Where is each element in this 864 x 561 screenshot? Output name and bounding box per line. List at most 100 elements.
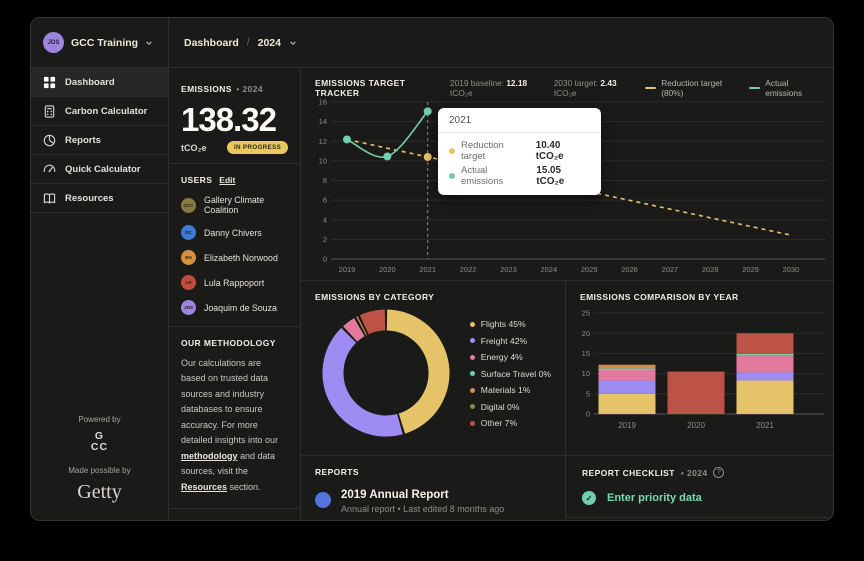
users-edit-link[interactable]: Edit — [219, 175, 236, 185]
comparison-chart-title: EMISSIONS COMPARISON BY YEAR — [580, 292, 739, 302]
svg-text:25: 25 — [582, 309, 590, 318]
emissions-target-tracker-panel: EMISSIONS TARGET TRACKER 2019 baseline: … — [301, 68, 833, 281]
getty-logo: Getty — [77, 481, 122, 503]
user-row[interactable]: GCC Gallery Climate Coalition — [181, 195, 288, 215]
sidebar-label: Quick Calculator — [65, 163, 141, 175]
emissions-summary-panel: EMISSIONS • 2024 138.32 tCO₂e IN PROGRES… — [169, 68, 300, 164]
svg-text:2028: 2028 — [702, 265, 719, 274]
user-name: Danny Chivers — [204, 227, 262, 238]
made-possible-label: Made possible by — [68, 466, 131, 475]
gauge-icon — [43, 164, 56, 172]
tooltip-title: 2021 — [438, 108, 601, 133]
svg-text:16: 16 — [319, 98, 327, 107]
baseline-stat: 2019 baseline: 12.18 tCO₂e — [450, 78, 528, 98]
user-row[interactable]: EN Elizabeth Norwood — [181, 250, 288, 265]
svg-text:2027: 2027 — [662, 265, 679, 274]
tooltip-row: Actual emissions 15.05 tCO₂e — [449, 165, 590, 187]
legend-reduction-target: Reduction target (80%) — [645, 78, 735, 98]
user-row[interactable]: JDS Joaquim de Souza — [181, 300, 288, 315]
sidebar-item-quick-calculator[interactable]: Quick Calculator — [31, 155, 168, 184]
user-name: Lula Rappoport — [204, 277, 265, 288]
methodology-text-1: Our calculations are based on trusted da… — [181, 358, 279, 446]
methodology-text: Our calculations are based on trusted da… — [181, 356, 288, 495]
reports-title: REPORTS — [315, 467, 359, 477]
sidebar: Dashboard Carbon Calculator Reports — [31, 68, 169, 520]
sidebar-label: Carbon Calculator — [65, 105, 148, 117]
emissions-comparison-panel: EMISSIONS COMPARISON BY YEAR 0 5 10 15 20 25 2… — [566, 281, 834, 456]
summary-column: EMISSIONS • 2024 138.32 tCO₂e IN PROGRES… — [169, 68, 301, 520]
target-stat: 2030 target: 2.43 tCO₂e — [553, 78, 617, 98]
tooltip-row: Reduction target 10.40 tCO₂e — [449, 140, 590, 162]
legend-item: Digital 0% — [469, 402, 551, 412]
user-row[interactable]: LR Lula Rappoport — [181, 275, 288, 290]
breadcrumb: Dashboard / 2024 — [169, 18, 833, 67]
sidebar-item-reports[interactable]: Reports — [31, 126, 168, 155]
avatar: GCC — [181, 197, 196, 213]
powered-by-label: Powered by — [78, 415, 121, 424]
svg-text:0: 0 — [586, 410, 590, 419]
svg-text:12: 12 — [319, 137, 327, 146]
reports-panel: REPORTS 2019 Annual Report Annual report… — [301, 456, 566, 520]
methodology-link[interactable]: methodology — [181, 450, 238, 461]
tracker-title: EMISSIONS TARGET TRACKER — [315, 78, 406, 98]
app-window: JDS GCC Training Dashboard / 2024 — [30, 17, 834, 521]
sidebar-label: Reports — [65, 134, 101, 146]
svg-text:2: 2 — [323, 235, 327, 244]
chart-tooltip: 2021 Reduction target 10.40 tCO₂e Actual… — [438, 108, 601, 195]
checklist-year: • 2024 — [680, 467, 708, 478]
emissions-year: • 2024 — [236, 84, 263, 94]
emissions-title: EMISSIONS — [181, 84, 232, 94]
report-item-subtitle: Annual report • Last edited 8 months ago — [341, 504, 505, 514]
avatar: DC — [181, 225, 196, 240]
methodology-title: OUR METHODOLOGY — [181, 338, 276, 348]
emissions-value: 138.32 — [181, 101, 277, 138]
legend-item: Energy 4% — [469, 352, 551, 362]
donut-chart[interactable] — [301, 281, 566, 456]
svg-text:2029: 2029 — [742, 265, 759, 274]
sidebar-item-resources[interactable]: Resources — [31, 184, 168, 213]
users-title: USERS — [181, 175, 213, 185]
report-icon — [315, 492, 331, 508]
svg-text:15: 15 — [582, 349, 590, 358]
chevron-down-icon[interactable] — [289, 39, 297, 47]
donut-legend: Flights 45% Freight 42% Energy 4% Surfac… — [469, 319, 551, 435]
svg-text:2022: 2022 — [460, 265, 477, 274]
methodology-text-2: and data sources, visit the — [181, 450, 276, 477]
legend-item: Other 7% — [469, 418, 551, 428]
report-checklist-panel: REPORT CHECKLIST • 2024 ? ✓ Enter priori… — [566, 456, 833, 520]
breadcrumb-separator: / — [246, 37, 250, 48]
avatar: JDS — [181, 300, 196, 315]
checklist-item[interactable]: ✓ Enter priority data — [582, 491, 817, 505]
svg-text:2024: 2024 — [540, 265, 557, 274]
help-icon[interactable]: ? — [713, 467, 725, 478]
stacked-bar-chart[interactable]: 0 5 10 15 20 25 2019 2020 2021 — [566, 281, 834, 456]
sidebar-label: Resources — [65, 192, 114, 204]
legend-item: Surface Travel 0% — [469, 369, 551, 379]
svg-text:2020: 2020 — [379, 265, 396, 274]
book-icon — [43, 192, 56, 204]
status-badge: IN PROGRESS — [226, 141, 288, 154]
user-row[interactable]: DC Danny Chivers — [181, 225, 288, 240]
check-icon: ✓ — [582, 491, 596, 505]
breadcrumb-year[interactable]: 2024 — [257, 36, 281, 49]
svg-text:2019: 2019 — [339, 265, 356, 274]
legend-item: Freight 42% — [469, 336, 551, 346]
resources-link[interactable]: Resources — [181, 481, 228, 492]
report-list-item[interactable]: 2019 Annual Report Annual report • Last … — [315, 489, 551, 514]
svg-text:4: 4 — [323, 215, 327, 224]
svg-text:14: 14 — [319, 117, 327, 126]
report-item-title[interactable]: 2019 Annual Report — [341, 489, 449, 501]
sidebar-footer: Powered by G CC Made possible by Getty — [31, 415, 168, 520]
chart-legend: Reduction target (80%) Actual emissions — [645, 78, 819, 98]
checklist-label: Enter priority data — [607, 492, 702, 504]
org-switcher[interactable]: JDS GCC Training — [31, 18, 169, 67]
breadcrumb-dashboard[interactable]: Dashboard — [184, 36, 239, 49]
sidebar-item-carbon-calculator[interactable]: Carbon Calculator — [31, 97, 168, 126]
svg-text:0: 0 — [323, 255, 327, 264]
svg-text:20: 20 — [582, 329, 590, 338]
legend-item: Materials 1% — [469, 385, 551, 395]
chevron-down-icon — [146, 40, 152, 45]
sidebar-item-dashboard[interactable]: Dashboard — [31, 68, 168, 97]
legend-actual-emissions: Actual emissions — [749, 78, 819, 98]
divider — [566, 517, 833, 518]
